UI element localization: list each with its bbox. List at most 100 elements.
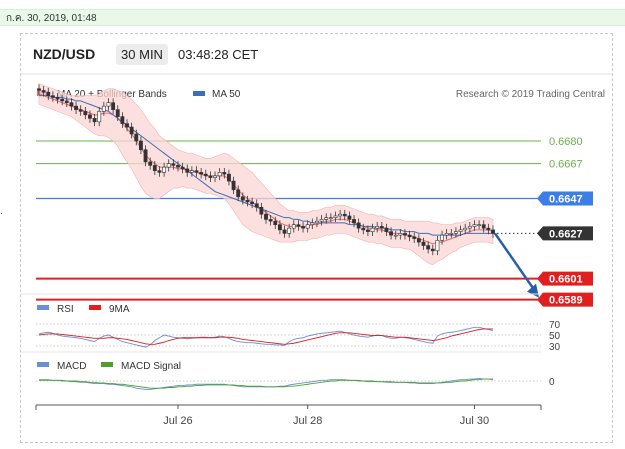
candle-body <box>291 224 296 229</box>
level-badge-shape <box>537 271 593 286</box>
timeframe-badge[interactable] <box>116 44 168 65</box>
candle-body <box>60 98 65 102</box>
candle <box>64 96 69 108</box>
candle <box>347 211 352 224</box>
candle-body <box>217 172 222 177</box>
candle <box>236 185 241 202</box>
candle <box>125 119 129 132</box>
candle-body <box>430 248 435 252</box>
candle-body <box>111 102 116 110</box>
candle-body <box>319 219 324 222</box>
rsi-ma-legend-label: 9MA <box>109 304 130 315</box>
candle <box>78 105 83 116</box>
candle-body <box>361 227 366 231</box>
candle-body <box>213 175 217 178</box>
arrow-head <box>527 283 539 298</box>
candle <box>199 168 204 179</box>
candle <box>491 225 495 238</box>
candle-body <box>463 227 468 231</box>
candle <box>440 230 444 245</box>
candle-body <box>250 201 255 205</box>
candle-body <box>208 175 213 178</box>
level-badge-shape <box>537 226 593 241</box>
candle-body <box>157 170 162 173</box>
candle <box>444 229 449 240</box>
candle <box>472 220 477 231</box>
candle <box>180 162 185 174</box>
candle-body <box>389 231 394 236</box>
candle <box>97 107 102 127</box>
candle <box>245 195 250 207</box>
macd-signal-legend-swatch <box>101 362 113 367</box>
candle <box>324 213 329 224</box>
candle <box>412 232 417 243</box>
x-tick-label: Jul 28 <box>293 415 322 427</box>
macd-signal-legend-label: MACD Signal <box>121 361 181 372</box>
candle <box>305 220 310 233</box>
candle-body <box>273 220 278 225</box>
candle-body <box>458 229 463 232</box>
candle-body <box>421 241 426 246</box>
candle <box>231 176 236 195</box>
candle <box>375 222 380 233</box>
candle-body <box>277 224 282 231</box>
candle-body <box>315 220 319 224</box>
candle <box>208 171 213 182</box>
projection-arrow <box>493 232 539 298</box>
candle <box>449 229 454 238</box>
candle-body <box>393 234 398 237</box>
candle-body <box>83 111 88 116</box>
candle <box>403 229 407 240</box>
macd-pane: 0 <box>36 377 555 390</box>
candle-body <box>403 233 407 236</box>
candle-body <box>449 233 454 235</box>
candle <box>416 234 421 247</box>
candle-body <box>347 215 352 220</box>
candle-body <box>185 168 190 173</box>
candle <box>189 166 194 177</box>
candle <box>69 98 74 111</box>
candle-body <box>254 203 259 208</box>
candle-body <box>125 123 129 128</box>
candle <box>203 169 208 181</box>
x-axis-ticks: Jul 26 Jul 28 Jul 30 <box>35 405 542 427</box>
candle-body <box>379 226 384 229</box>
candle <box>393 230 398 240</box>
candle <box>365 225 370 236</box>
candle <box>111 98 116 114</box>
candle-body <box>143 149 148 163</box>
candle-body <box>55 97 60 100</box>
candle-body <box>37 88 41 91</box>
price-chart-svg[interactable]: NZD/USD 30 MIN 03:48:28 CET MA 20 + Boll… <box>21 34 612 442</box>
candle-body <box>398 233 403 236</box>
candle <box>467 222 472 233</box>
candle-body <box>296 224 301 227</box>
candle-body <box>282 229 287 234</box>
candle <box>481 220 486 233</box>
candle-body <box>115 109 120 117</box>
candle-body <box>176 165 180 168</box>
candle <box>291 220 296 233</box>
candle-body <box>365 229 370 232</box>
candle-body <box>486 227 491 231</box>
candle-body <box>101 105 106 112</box>
candle-body <box>264 213 268 220</box>
candle-body <box>50 95 55 98</box>
candle <box>319 215 324 226</box>
candle-body <box>152 165 157 171</box>
candle <box>101 101 106 116</box>
candle-body <box>472 224 477 227</box>
candle-body <box>180 166 185 170</box>
level-badge-text: 0.6627 <box>549 228 583 240</box>
candle <box>426 241 431 254</box>
timeframe-label: 30 MIN <box>121 47 163 62</box>
candle-body <box>134 133 139 142</box>
candle <box>222 168 227 179</box>
level-badge-shape <box>537 191 593 206</box>
rsi-level-label-50: 50 <box>549 331 561 342</box>
candle-body <box>171 163 176 166</box>
candle-body <box>41 90 46 93</box>
candle-body <box>384 227 389 232</box>
candle-body <box>356 222 361 229</box>
candle-body <box>74 105 78 110</box>
